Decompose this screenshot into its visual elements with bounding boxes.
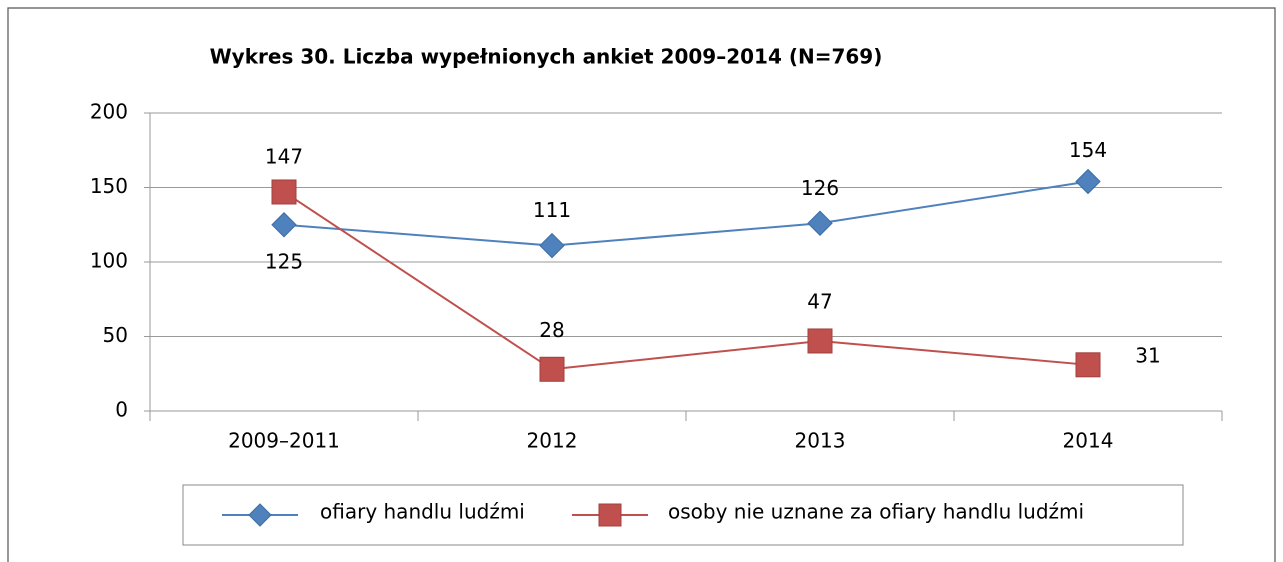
x-tick-label: 2013: [795, 429, 846, 453]
point: [271, 179, 297, 205]
y-tick-label: 50: [103, 323, 128, 347]
legend-marker: [598, 503, 622, 527]
point: [539, 232, 565, 259]
point: [1075, 168, 1101, 195]
data-label: 47: [807, 289, 832, 313]
data-label: 31: [1135, 343, 1160, 367]
point: [271, 212, 297, 238]
point: [1075, 352, 1101, 378]
legend-marker: [248, 503, 272, 527]
data-label: 154: [1069, 138, 1107, 162]
x-tick-label: 2014: [1063, 429, 1114, 453]
point: [539, 356, 565, 382]
point: [807, 328, 833, 354]
chart-title: Wykres 30. Liczba wypełnionych ankiet 20…: [210, 45, 883, 69]
y-tick-label: 200: [90, 100, 128, 124]
legend-label: ofiary handlu ludźmi: [320, 500, 525, 524]
chart-border: [7, 7, 1276, 562]
series-line: [283, 191, 1089, 371]
data-label: 111: [533, 198, 571, 222]
x-tick-label: 2012: [527, 429, 578, 453]
y-tick-label: 100: [90, 249, 128, 273]
data-label: 28: [539, 318, 564, 342]
point: [807, 210, 833, 236]
legend-label: osoby nie uznane za ofiary handlu ludźmi: [668, 500, 1084, 524]
data-label: 125: [265, 249, 303, 273]
y-tick-label: 150: [90, 174, 128, 198]
data-label: 126: [801, 176, 839, 200]
legend-box: [182, 484, 1184, 546]
series-line: [283, 180, 1089, 247]
y-tick-label: 0: [115, 398, 128, 422]
data-label: 147: [265, 144, 303, 168]
x-tick-label: 2009–2011: [228, 429, 340, 453]
